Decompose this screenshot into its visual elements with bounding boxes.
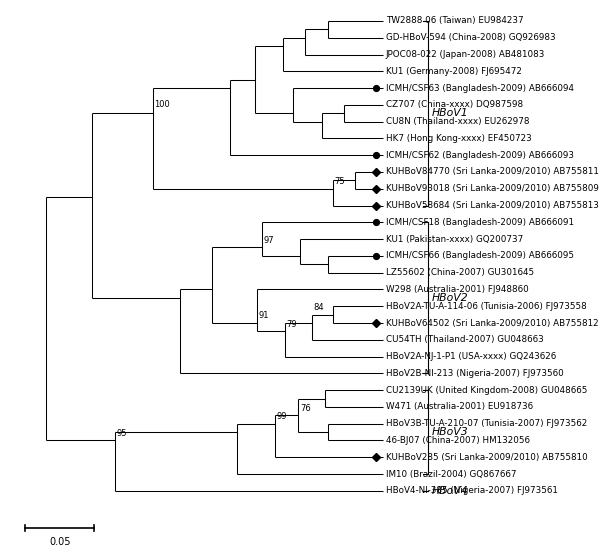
Text: 46-BJ07 (China-2007) HM132056: 46-BJ07 (China-2007) HM132056 xyxy=(386,436,530,445)
Text: ICMH/CSF18 (Bangladesh-2009) AB666091: ICMH/CSF18 (Bangladesh-2009) AB666091 xyxy=(386,218,574,227)
Text: KU1 (Pakistan-xxxx) GQ200737: KU1 (Pakistan-xxxx) GQ200737 xyxy=(386,235,523,243)
Text: KUHBoV84770 (Sri Lanka-2009/2010) AB755811: KUHBoV84770 (Sri Lanka-2009/2010) AB7558… xyxy=(386,167,599,177)
Text: HBoV4: HBoV4 xyxy=(431,486,469,496)
Text: TW2888 06 (Taiwan) EU984237: TW2888 06 (Taiwan) EU984237 xyxy=(386,17,524,25)
Text: 91: 91 xyxy=(258,311,269,321)
Text: ICMH/CSF62 (Bangladesh-2009) AB666093: ICMH/CSF62 (Bangladesh-2009) AB666093 xyxy=(386,151,574,160)
Text: HK7 (Hong Kong-xxxx) EF450723: HK7 (Hong Kong-xxxx) EF450723 xyxy=(386,134,532,143)
Text: HBoV3B-TU-A-210-07 (Tunisia-2007) FJ973562: HBoV3B-TU-A-210-07 (Tunisia-2007) FJ9735… xyxy=(386,419,587,428)
Text: HBoV4-NI-385 (Nigeria-2007) FJ973561: HBoV4-NI-385 (Nigeria-2007) FJ973561 xyxy=(386,486,558,495)
Text: 97: 97 xyxy=(264,236,274,245)
Text: JPOC08-022 (Japan-2008) AB481083: JPOC08-022 (Japan-2008) AB481083 xyxy=(386,50,545,59)
Text: W471 (Australia-2001) EU918736: W471 (Australia-2001) EU918736 xyxy=(386,402,533,411)
Text: IM10 (Brazil-2004) GQ867667: IM10 (Brazil-2004) GQ867667 xyxy=(386,470,517,479)
Text: KU1 (Germany-2008) FJ695472: KU1 (Germany-2008) FJ695472 xyxy=(386,67,522,76)
Text: CU54TH (Thailand-2007) GU048663: CU54TH (Thailand-2007) GU048663 xyxy=(386,335,544,344)
Text: 79: 79 xyxy=(286,320,296,329)
Text: GD-HBoV-594 (China-2008) GQ926983: GD-HBoV-594 (China-2008) GQ926983 xyxy=(386,33,556,43)
Text: ICMH/CSF66 (Bangladesh-2009) AB666095: ICMH/CSF66 (Bangladesh-2009) AB666095 xyxy=(386,251,574,261)
Text: LZ55602 (China-2007) GU301645: LZ55602 (China-2007) GU301645 xyxy=(386,268,534,277)
Text: CZ707 (China-xxxx) DQ987598: CZ707 (China-xxxx) DQ987598 xyxy=(386,100,523,109)
Text: 0.05: 0.05 xyxy=(49,537,70,547)
Text: CU8N (Thailand-xxxx) EU262978: CU8N (Thailand-xxxx) EU262978 xyxy=(386,117,529,126)
Text: HBoV2A-NJ-1-P1 (USA-xxxx) GQ243626: HBoV2A-NJ-1-P1 (USA-xxxx) GQ243626 xyxy=(386,352,556,361)
Text: HBoV2A-TU-A-114-06 (Tunisia-2006) FJ973558: HBoV2A-TU-A-114-06 (Tunisia-2006) FJ9735… xyxy=(386,302,587,311)
Text: 95: 95 xyxy=(116,429,127,438)
Text: HBoV3: HBoV3 xyxy=(431,427,469,437)
Text: KUHBoV58684 (Sri Lanka-2009/2010) AB755813: KUHBoV58684 (Sri Lanka-2009/2010) AB7558… xyxy=(386,201,599,210)
Text: 75: 75 xyxy=(335,177,345,186)
Text: HBoV1: HBoV1 xyxy=(431,108,469,118)
Text: HBoV2B-NI-213 (Nigeria-2007) FJ973560: HBoV2B-NI-213 (Nigeria-2007) FJ973560 xyxy=(386,369,563,378)
Text: 76: 76 xyxy=(300,404,311,413)
Text: KUHBoV93018 (Sri Lanka-2009/2010) AB755809: KUHBoV93018 (Sri Lanka-2009/2010) AB7558… xyxy=(386,184,599,193)
Text: KUHBoV285 (Sri Lanka-2009/2010) AB755810: KUHBoV285 (Sri Lanka-2009/2010) AB755810 xyxy=(386,453,587,462)
Text: KUHBoV64502 (Sri Lanka-2009/2010) AB755812: KUHBoV64502 (Sri Lanka-2009/2010) AB7558… xyxy=(386,319,599,327)
Text: 84: 84 xyxy=(314,303,325,312)
Text: W298 (Australia-2001) FJ948860: W298 (Australia-2001) FJ948860 xyxy=(386,285,529,294)
Text: ICMH/CSF63 (Bangladesh-2009) AB666094: ICMH/CSF63 (Bangladesh-2009) AB666094 xyxy=(386,83,574,93)
Text: 99: 99 xyxy=(276,412,287,421)
Text: CU2139UK (United Kingdom-2008) GU048665: CU2139UK (United Kingdom-2008) GU048665 xyxy=(386,386,587,395)
Text: 100: 100 xyxy=(154,100,170,109)
Text: HBoV2: HBoV2 xyxy=(431,293,469,303)
